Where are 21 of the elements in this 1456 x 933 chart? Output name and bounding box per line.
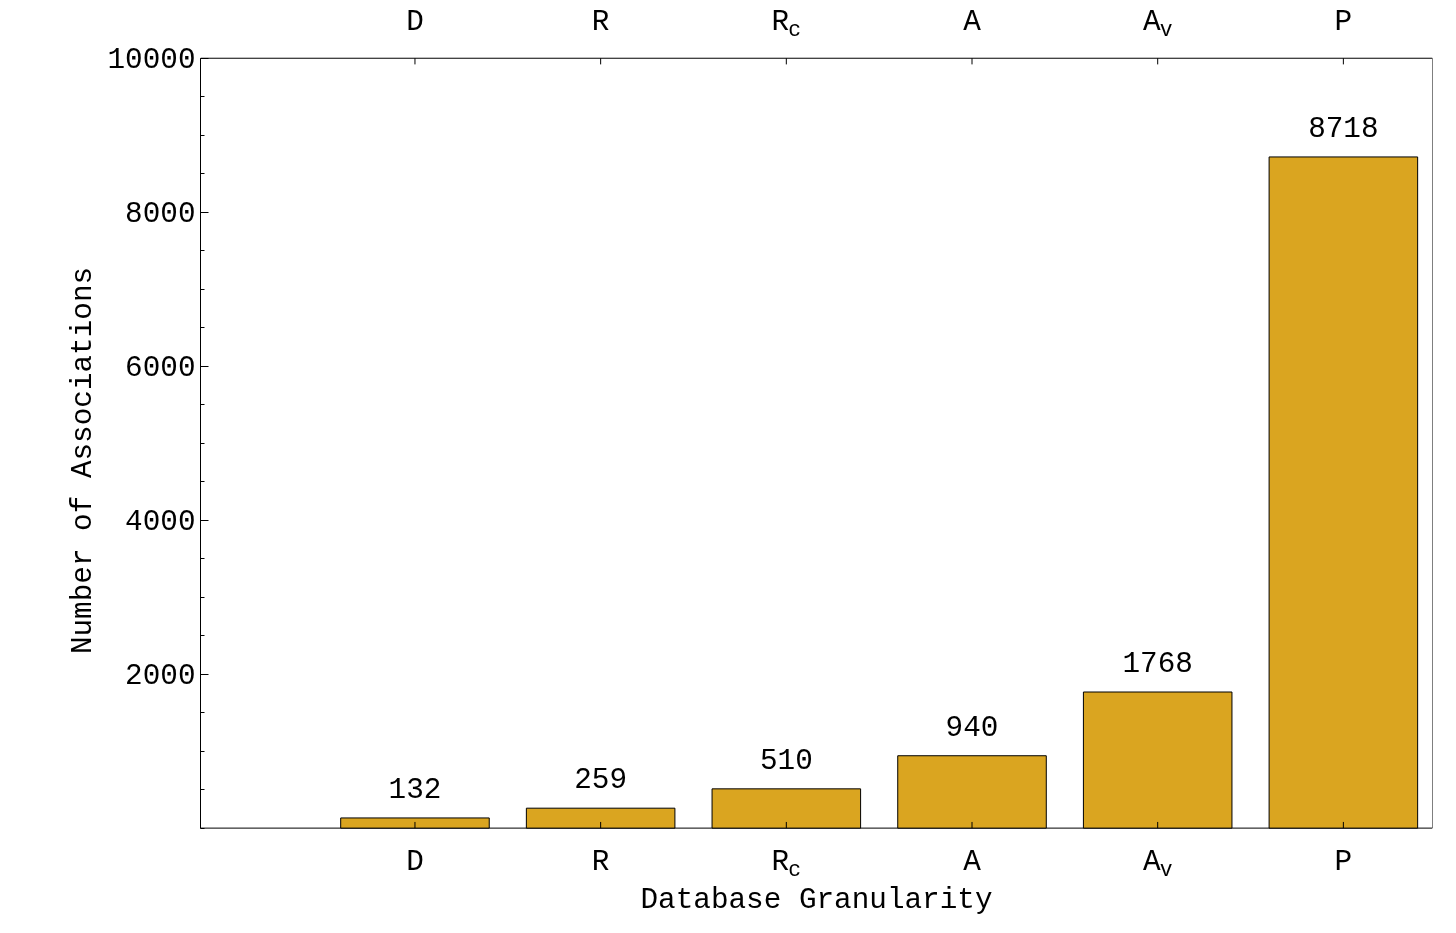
x-tick-label: D [406,5,424,39]
x-tick-label: P [1334,5,1353,39]
y-tick-label: 8000 [125,198,196,232]
category-label: A [963,845,981,879]
data-label: 940 [945,711,999,745]
data-label: 132 [388,773,442,807]
y-tick-label: 2000 [125,660,196,694]
category-label: R [591,845,610,879]
y-tick-label: 4000 [125,506,196,540]
y-tick-label: 10000 [107,44,196,78]
x-tick-label: R [591,5,610,39]
data-label: 510 [759,744,813,778]
x-axis-title: Database Granularity [640,883,993,917]
data-label: 259 [574,764,628,798]
data-label: 1768 [1122,648,1193,681]
x-tick-label: A [963,5,982,39]
y-axis-title: Number of Associations [66,266,100,655]
category-label: D [406,845,424,879]
category-label: P [1334,845,1353,879]
data-label: 8718 [1308,112,1379,146]
y-tick-label: 6000 [125,352,196,386]
